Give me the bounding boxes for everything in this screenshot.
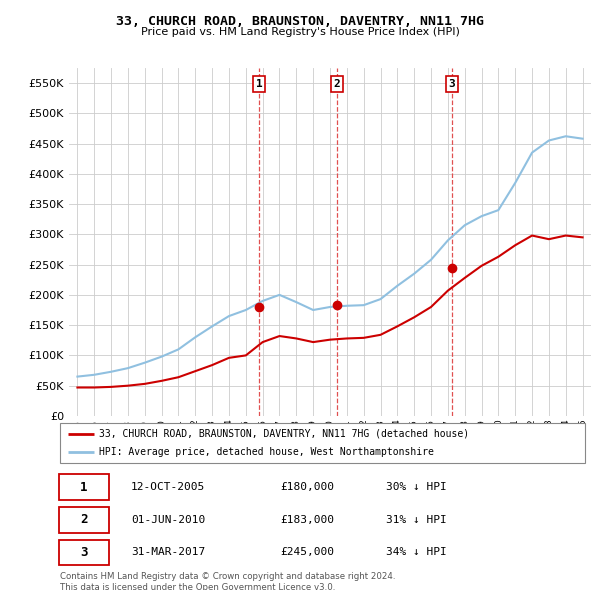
Text: 33, CHURCH ROAD, BRAUNSTON, DAVENTRY, NN11 7HG: 33, CHURCH ROAD, BRAUNSTON, DAVENTRY, NN…: [116, 15, 484, 28]
Text: 31% ↓ HPI: 31% ↓ HPI: [386, 515, 446, 525]
Text: 12-OCT-2005: 12-OCT-2005: [131, 482, 205, 492]
Text: HPI: Average price, detached house, West Northamptonshire: HPI: Average price, detached house, West…: [100, 447, 434, 457]
FancyBboxPatch shape: [59, 474, 109, 500]
Text: 01-JUN-2010: 01-JUN-2010: [131, 515, 205, 525]
Text: 33, CHURCH ROAD, BRAUNSTON, DAVENTRY, NN11 7HG (detached house): 33, CHURCH ROAD, BRAUNSTON, DAVENTRY, NN…: [100, 429, 470, 439]
Text: 2: 2: [334, 79, 340, 89]
Text: Price paid vs. HM Land Registry's House Price Index (HPI): Price paid vs. HM Land Registry's House …: [140, 27, 460, 37]
Text: 3: 3: [80, 546, 88, 559]
FancyBboxPatch shape: [59, 507, 109, 533]
FancyBboxPatch shape: [59, 540, 109, 565]
Text: 30% ↓ HPI: 30% ↓ HPI: [386, 482, 446, 492]
Text: 34% ↓ HPI: 34% ↓ HPI: [386, 548, 446, 558]
Text: £180,000: £180,000: [281, 482, 335, 492]
FancyBboxPatch shape: [60, 423, 585, 463]
Text: 31-MAR-2017: 31-MAR-2017: [131, 548, 205, 558]
Text: Contains HM Land Registry data © Crown copyright and database right 2024.
This d: Contains HM Land Registry data © Crown c…: [60, 572, 395, 590]
Text: £245,000: £245,000: [281, 548, 335, 558]
Text: 3: 3: [449, 79, 455, 89]
Text: 1: 1: [80, 481, 88, 494]
Text: 1: 1: [256, 79, 262, 89]
Text: 2: 2: [80, 513, 88, 526]
Text: £183,000: £183,000: [281, 515, 335, 525]
